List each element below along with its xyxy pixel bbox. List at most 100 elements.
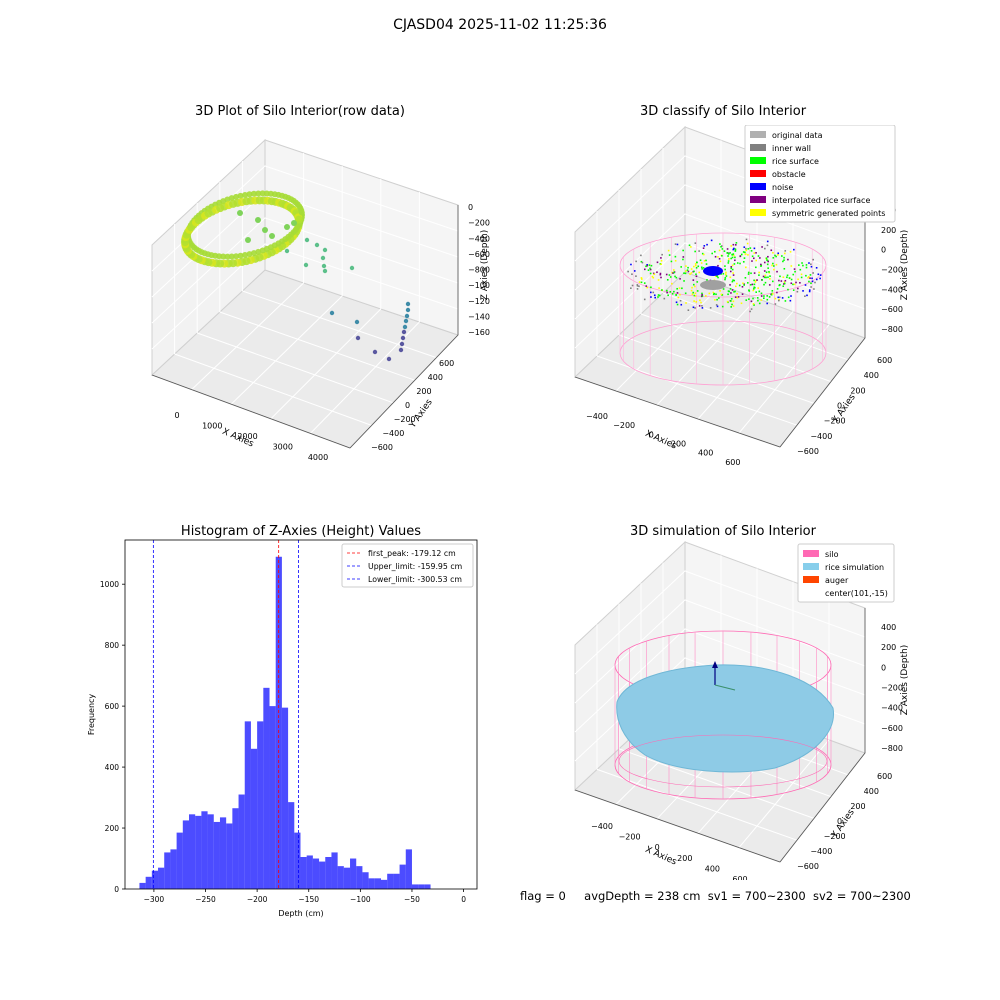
histogram-bar	[226, 823, 233, 889]
cls-point	[669, 290, 672, 293]
raw-grid-line	[151, 243, 459, 350]
cls-point	[636, 288, 639, 290]
cls-point	[766, 259, 768, 261]
cls-point	[653, 273, 656, 276]
raw-point	[224, 253, 231, 260]
cls-point	[701, 292, 703, 295]
cls-point	[726, 252, 729, 254]
cls-x-tick-label: 400	[698, 449, 713, 458]
sim-legend-label: center(101,-15)	[825, 589, 888, 598]
cls-point	[797, 278, 799, 281]
cls-point	[660, 276, 662, 279]
cls-point	[714, 250, 716, 253]
cls-point	[732, 274, 735, 276]
raw-point	[269, 233, 275, 239]
cls-point	[783, 256, 785, 259]
raw-point	[321, 263, 327, 269]
cls-point	[690, 246, 692, 248]
cls-point	[706, 279, 708, 281]
histogram-bar	[424, 884, 431, 889]
cls-point	[676, 287, 678, 290]
cls-point	[754, 281, 757, 283]
histogram-bar	[362, 872, 369, 889]
cls-point	[819, 274, 822, 276]
cls-point	[710, 239, 713, 242]
cls-point	[668, 254, 671, 256]
raw-grid-line	[242, 290, 437, 359]
raw-point	[237, 210, 243, 216]
cls-point	[690, 272, 693, 274]
cls-point	[777, 252, 780, 255]
cls-point	[650, 296, 652, 298]
cls-y-tick-label: 200	[850, 386, 865, 395]
cls-point	[729, 252, 731, 254]
cls-point	[737, 296, 740, 298]
cls-point	[712, 291, 715, 294]
cls-point	[758, 302, 761, 305]
raw-point	[242, 192, 248, 198]
classify-3d-plot: −400−20002004006008006004002000−200−400−…	[574, 125, 910, 465]
raw-point	[405, 301, 411, 307]
cls-point	[671, 282, 673, 285]
cls-point	[787, 288, 789, 291]
cls-point	[766, 295, 769, 297]
raw-z-tick-label: −600	[468, 250, 490, 259]
cls-point	[774, 297, 777, 300]
raw-point	[401, 329, 407, 335]
cls-point	[784, 279, 787, 282]
cls-point	[732, 243, 735, 246]
raw-x-tick-label: 4000	[308, 453, 328, 460]
cls-point	[767, 276, 769, 279]
histogram-bar	[257, 721, 264, 889]
cls-point	[646, 264, 648, 266]
raw-3d-plot: 010002000300040006004002000−200−400−6000…	[151, 138, 490, 460]
cls-point	[649, 267, 651, 270]
histogram-bar	[411, 884, 419, 889]
cls-point	[727, 290, 730, 292]
cls-point	[672, 269, 675, 271]
sim-z-tick-label: 200	[881, 643, 896, 652]
cls-point	[736, 262, 739, 264]
cls-point	[660, 257, 662, 259]
raw-point	[233, 253, 240, 260]
cls-point	[760, 265, 762, 267]
cls-point	[734, 250, 737, 252]
cls-point	[692, 283, 695, 286]
cls-point	[756, 279, 758, 281]
cls-point	[725, 275, 728, 277]
cls-point	[817, 273, 820, 276]
simulation-plot-title: 3D simulation of Silo Interior	[630, 524, 816, 539]
cls-point	[734, 285, 737, 288]
cls-point	[808, 289, 811, 291]
cls-point	[787, 296, 790, 299]
cls-point	[742, 251, 745, 253]
histogram-bar	[269, 706, 276, 889]
cls-point	[702, 253, 705, 256]
cls-point	[789, 299, 792, 302]
cls-point	[732, 279, 734, 281]
cls-point	[663, 297, 666, 300]
cls-point	[793, 248, 795, 251]
histogram-bar	[393, 873, 400, 889]
cls-point	[745, 299, 748, 301]
cls-point	[658, 287, 660, 289]
cls-point	[776, 288, 779, 290]
histogram-bar	[170, 849, 177, 889]
cls-point	[657, 279, 660, 281]
cls-point	[708, 292, 711, 295]
cls-point	[806, 294, 808, 297]
raw-grid-line	[197, 332, 394, 404]
cls-point	[750, 300, 753, 303]
sim-y-tick-label: −600	[797, 862, 819, 871]
cls-point	[755, 266, 757, 269]
histogram-x-tick-label: −300	[144, 895, 165, 904]
cls-point	[753, 252, 756, 254]
raw-grid-line	[230, 295, 343, 405]
cls-legend-label: interpolated rice surface	[772, 196, 870, 205]
cls-point	[799, 268, 802, 271]
raw-x-axis-label: X Axies	[221, 427, 256, 450]
cls-point	[774, 303, 777, 305]
histogram-y-tick-label: 400	[105, 763, 120, 772]
cls-point	[729, 270, 732, 273]
cls-point	[734, 249, 737, 251]
